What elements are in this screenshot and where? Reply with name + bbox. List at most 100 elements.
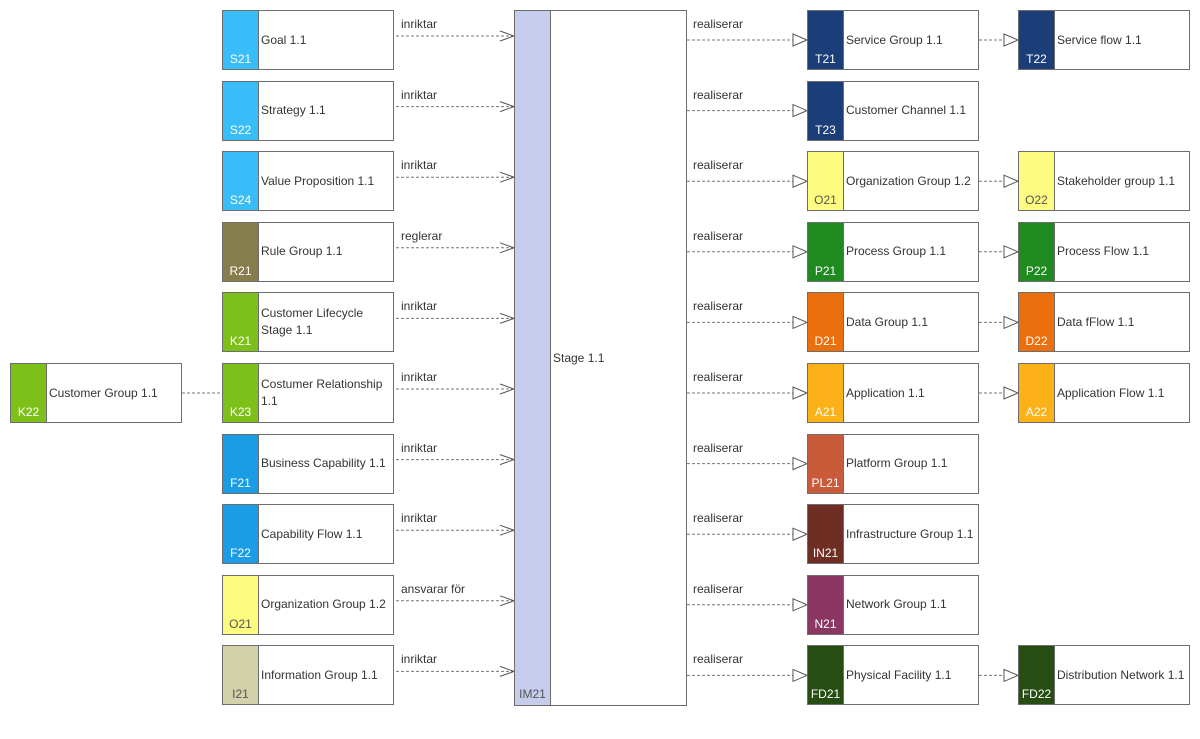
right-node-a21[interactable]: A21 Application 1.1 <box>807 363 979 423</box>
node-code: T21 <box>815 52 836 66</box>
node-code: O21 <box>814 193 837 208</box>
node-color-tag: P21 <box>808 222 844 281</box>
right-node-d21[interactable]: D21 Data Group 1.1 <box>807 292 979 353</box>
node-color-tag: O21 <box>223 575 259 634</box>
edge-label: reglerar <box>401 228 443 243</box>
node-name: Network Group 1.1 <box>846 597 947 612</box>
left-node-s21[interactable]: S21 Goal 1.1 <box>222 10 394 70</box>
node-code: T23 <box>815 122 836 137</box>
node-color-tag: P22 <box>1019 222 1055 281</box>
node-name: Information Group 1.1 <box>261 667 378 682</box>
node-name: Strategy 1.1 <box>261 103 326 118</box>
node-color-tag: K23 <box>223 364 259 422</box>
node-code: FD21 <box>810 687 841 702</box>
node-code: K22 <box>17 405 40 419</box>
edge-label: realiserar <box>693 370 744 384</box>
node-code: T22 <box>1026 52 1047 66</box>
node-color-tag: PL21 <box>808 434 844 493</box>
flow-node-t22[interactable]: T22 Service flow 1.1 <box>1018 10 1190 70</box>
edge-label: inriktar <box>401 87 438 102</box>
stage-node[interactable]: IM21 Stage 1.1 <box>514 10 687 706</box>
node-color-tag: S22 <box>223 81 259 140</box>
node-name: Organization Group 1.2 <box>261 597 386 612</box>
node-color-tag: F21 <box>223 434 259 493</box>
node-color-tag: K22 <box>11 364 47 422</box>
edge-label: inriktar <box>401 440 438 455</box>
node-color-tag: D22 <box>1019 293 1055 352</box>
node-color-tag: D21 <box>808 293 844 352</box>
node-color-tag: S24 <box>223 152 259 211</box>
node-color-tag: IN21 <box>808 505 844 564</box>
edge-label: inriktar <box>401 652 438 667</box>
flow-node-o22[interactable]: O22 Stakeholder group 1.1 <box>1018 151 1190 212</box>
flow-node-fd22[interactable]: FD22 Distribution Network 1.1 <box>1018 645 1190 706</box>
right-node-o21[interactable]: O21 Organization Group 1.2 <box>807 151 979 212</box>
node-color-tag: F22 <box>223 505 259 564</box>
node-name: Customer Lifecycle Stage 1.1 <box>261 306 364 338</box>
right-node-pl21[interactable]: PL21 Platform Group 1.1 <box>807 433 979 494</box>
left-node-k23[interactable]: K23 Costumer Relationship 1.1 <box>222 363 394 423</box>
node-name: Value Proposition 1.1 <box>261 173 375 188</box>
right-node-in21[interactable]: IN21 Infrastructure Group 1.1 <box>807 504 979 565</box>
node-code: FD22 <box>1021 687 1052 702</box>
node-code: P21 <box>814 263 837 278</box>
node-name: Capability Flow 1.1 <box>261 526 363 541</box>
node-name: Physical Facility 1.1 <box>846 667 952 682</box>
node-code: I21 <box>232 687 249 702</box>
node-color-tag: T21 <box>808 11 844 69</box>
right-node-n21[interactable]: N21 Network Group 1.1 <box>807 574 979 635</box>
node-name: Service Group 1.1 <box>846 32 943 47</box>
node-color-tag: K21 <box>223 293 259 352</box>
left-node-i21[interactable]: I21 Information Group 1.1 <box>222 645 394 706</box>
node-code: IN21 <box>812 546 839 561</box>
right-node-fd21[interactable]: FD21 Physical Facility 1.1 <box>807 645 979 706</box>
node-name: Data fFlow 1.1 <box>1057 314 1135 329</box>
left-node-f22[interactable]: F22 Capability Flow 1.1 <box>222 504 394 565</box>
right-node-p21[interactable]: P21 Process Group 1.1 <box>807 221 979 282</box>
node-color-tag: FD21 <box>808 646 844 705</box>
stage-code: IM21 <box>519 687 546 701</box>
node-name: Costumer Relationship 1.1 <box>261 377 383 408</box>
node-color-tag: O22 <box>1019 152 1055 211</box>
left-node-o21[interactable]: O21 Organization Group 1.2 <box>222 574 394 635</box>
left-node-s24[interactable]: S24 Value Proposition 1.1 <box>222 151 394 212</box>
flow-node-a22[interactable]: A22 Application Flow 1.1 <box>1018 363 1190 423</box>
edge-label: realiserar <box>693 511 744 526</box>
flow-node-p22[interactable]: P22 Process Flow 1.1 <box>1018 221 1190 282</box>
node-code: A21 <box>814 405 837 419</box>
node-name: Customer Channel 1.1 <box>846 103 967 118</box>
node-code: N21 <box>814 616 837 631</box>
left-node-r21[interactable]: R21 Rule Group 1.1 <box>222 221 394 282</box>
right-node-t23[interactable]: T23 Customer Channel 1.1 <box>807 80 979 141</box>
node-name: Infrastructure Group 1.1 <box>846 526 974 541</box>
edge-label: ansvarar för <box>401 581 466 596</box>
edge-label: realiserar <box>693 158 744 173</box>
right-node-t21[interactable]: T21 Service Group 1.1 <box>807 10 979 70</box>
edge-label: inriktar <box>401 158 438 173</box>
node-color-tag: S21 <box>223 11 259 69</box>
left-node-k21[interactable]: K21 Customer Lifecycle Stage 1.1 <box>222 292 394 353</box>
node-name: Rule Group 1.1 <box>261 244 343 259</box>
node-code: F21 <box>230 475 251 490</box>
node-code: K21 <box>229 334 252 349</box>
node-name: Application Flow 1.1 <box>1057 385 1165 400</box>
node-code: D22 <box>1025 334 1048 349</box>
node-name: Distribution Network 1.1 <box>1057 667 1185 682</box>
edge-label: realiserar <box>693 440 744 455</box>
node-code: A22 <box>1025 405 1048 419</box>
node-code: S24 <box>229 193 252 208</box>
node-name: Process Flow 1.1 <box>1057 244 1150 259</box>
node-color-tag: A22 <box>1019 364 1055 422</box>
edge-label: realiserar <box>693 299 744 314</box>
left-node-f21[interactable]: F21 Business Capability 1.1 <box>222 433 394 494</box>
node-color-tag: T22 <box>1019 11 1055 69</box>
flow-node-d22[interactable]: D22 Data fFlow 1.1 <box>1018 292 1190 353</box>
node-code: R21 <box>229 263 252 278</box>
node-name: Platform Group 1.1 <box>846 456 948 471</box>
stage-name: Stage 1.1 <box>553 351 605 365</box>
outer-node-k22[interactable]: K22 Customer Group 1.1 <box>10 363 182 423</box>
left-node-s22[interactable]: S22 Strategy 1.1 <box>222 80 394 141</box>
node-code: O21 <box>229 616 252 631</box>
node-color-tag: R21 <box>223 222 259 281</box>
node-code: PL21 <box>811 475 840 490</box>
